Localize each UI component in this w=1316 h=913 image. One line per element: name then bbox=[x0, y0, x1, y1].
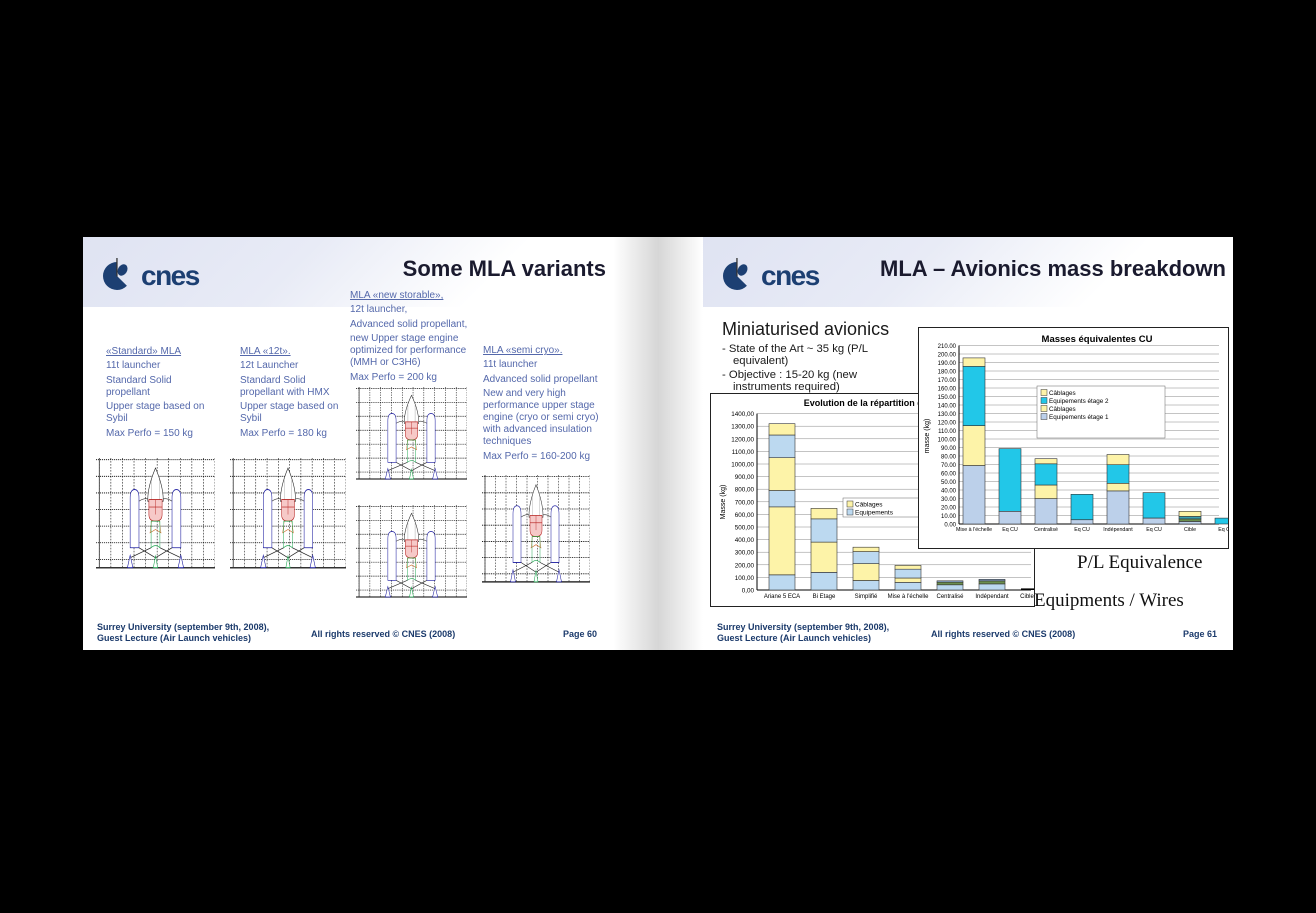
svg-text:160.00: 160.00 bbox=[938, 387, 957, 393]
svg-text:1100,00: 1100,00 bbox=[732, 449, 755, 456]
svg-text:Cible: Cible bbox=[1184, 527, 1196, 533]
svg-text:900,00: 900,00 bbox=[735, 474, 755, 481]
svg-text:200.00: 200.00 bbox=[938, 353, 957, 359]
svg-text:600,00: 600,00 bbox=[735, 512, 755, 519]
svg-text:Mise à l'échelle: Mise à l'échelle bbox=[956, 527, 992, 533]
svg-text:100.00: 100.00 bbox=[938, 438, 957, 444]
svg-text:Masses équivalentes CU: Masses équivalentes CU bbox=[1042, 334, 1153, 345]
svg-text:130.00: 130.00 bbox=[938, 412, 957, 418]
svg-text:Bi Etage: Bi Etage bbox=[813, 594, 836, 600]
svg-text:100,00: 100,00 bbox=[735, 575, 755, 582]
svg-text:Masse (kg): Masse (kg) bbox=[720, 485, 727, 520]
svg-text:400,00: 400,00 bbox=[735, 537, 755, 544]
svg-text:masse (kg): masse (kg) bbox=[924, 419, 931, 454]
svg-text:Câblages: Câblages bbox=[1049, 406, 1076, 413]
svg-text:170.00: 170.00 bbox=[938, 378, 957, 384]
svg-text:140.00: 140.00 bbox=[938, 404, 957, 410]
svg-text:180.00: 180.00 bbox=[938, 370, 957, 376]
svg-text:Centralisé: Centralisé bbox=[1034, 527, 1058, 533]
svg-text:Cible: Cible bbox=[1020, 594, 1034, 600]
svg-text:0,00: 0,00 bbox=[742, 588, 755, 595]
svg-text:40.00: 40.00 bbox=[941, 489, 957, 495]
svg-text:Equipements: Equipements bbox=[855, 510, 894, 517]
svg-text:60.00: 60.00 bbox=[941, 472, 957, 478]
svg-text:1200,00: 1200,00 bbox=[731, 436, 754, 443]
svg-text:1300,00: 1300,00 bbox=[731, 424, 754, 431]
svg-text:120.00: 120.00 bbox=[938, 421, 957, 427]
svg-text:210.00: 210.00 bbox=[938, 344, 957, 350]
svg-text:500,00: 500,00 bbox=[735, 525, 755, 532]
svg-text:50.00: 50.00 bbox=[941, 480, 957, 486]
svg-text:0.00: 0.00 bbox=[944, 523, 956, 529]
svg-text:150.00: 150.00 bbox=[938, 395, 957, 401]
svg-text:190.00: 190.00 bbox=[938, 361, 957, 367]
svg-text:700,00: 700,00 bbox=[735, 499, 755, 506]
svg-text:1400,00: 1400,00 bbox=[731, 411, 754, 418]
svg-text:Mise à l'échelle: Mise à l'échelle bbox=[888, 594, 929, 600]
svg-text:200,00: 200,00 bbox=[735, 562, 755, 569]
svg-text:10.00: 10.00 bbox=[941, 514, 957, 520]
svg-text:Eq CU: Eq CU bbox=[1218, 527, 1228, 533]
svg-text:20.00: 20.00 bbox=[941, 506, 957, 512]
svg-text:Simplifié: Simplifié bbox=[855, 594, 878, 600]
svg-text:Equipements étage 2: Equipements étage 2 bbox=[1049, 398, 1109, 405]
svg-text:Câblages: Câblages bbox=[1049, 390, 1076, 397]
svg-text:Eq CU: Eq CU bbox=[1002, 527, 1018, 533]
svg-text:300,00: 300,00 bbox=[735, 550, 755, 557]
svg-text:1000,00: 1000,00 bbox=[731, 462, 754, 469]
svg-text:Eq CU: Eq CU bbox=[1146, 527, 1162, 533]
svg-text:80.00: 80.00 bbox=[941, 455, 957, 461]
svg-text:Indépendant: Indépendant bbox=[1103, 527, 1133, 533]
svg-text:Eq CU: Eq CU bbox=[1074, 527, 1090, 533]
svg-text:Centralisé: Centralisé bbox=[936, 594, 964, 600]
svg-text:Indépendant: Indépendant bbox=[975, 594, 1009, 600]
svg-text:Câblages: Câblages bbox=[855, 502, 883, 509]
svg-text:70.00: 70.00 bbox=[941, 463, 957, 469]
svg-text:Equipements étage 1: Equipements étage 1 bbox=[1049, 414, 1109, 421]
svg-text:90.00: 90.00 bbox=[941, 446, 957, 452]
svg-text:Ariane 5 ECA: Ariane 5 ECA bbox=[764, 594, 800, 600]
svg-text:800,00: 800,00 bbox=[735, 487, 755, 494]
svg-text:110.00: 110.00 bbox=[938, 429, 957, 435]
svg-text:30.00: 30.00 bbox=[941, 497, 957, 503]
